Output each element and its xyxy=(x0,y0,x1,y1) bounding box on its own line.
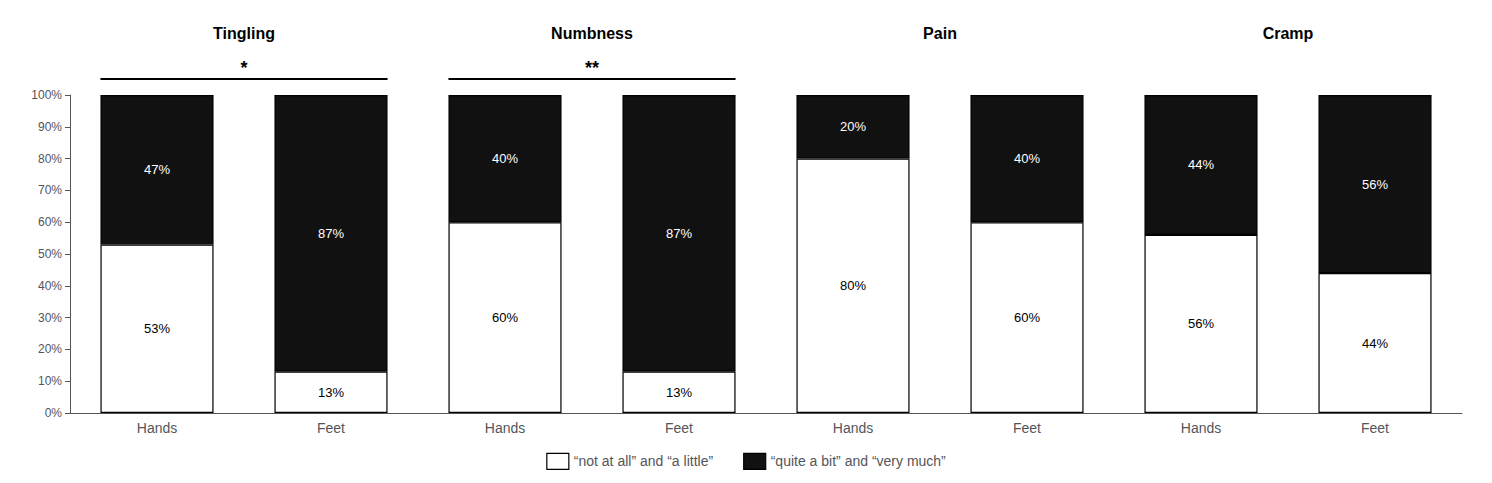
svg-text:13%: 13% xyxy=(666,385,692,400)
svg-text:Feet: Feet xyxy=(1361,420,1389,436)
svg-text:Hands: Hands xyxy=(485,420,525,436)
svg-text:44%: 44% xyxy=(1362,336,1388,351)
svg-text:Pain: Pain xyxy=(923,25,957,42)
svg-text:Cramp: Cramp xyxy=(1263,25,1314,42)
svg-text:87%: 87% xyxy=(666,226,692,241)
svg-text:100%: 100% xyxy=(31,88,62,102)
svg-text:30%: 30% xyxy=(38,311,62,325)
svg-text:10%: 10% xyxy=(38,374,62,388)
svg-text:80%: 80% xyxy=(840,278,866,293)
svg-text:Hands: Hands xyxy=(137,420,177,436)
svg-text:60%: 60% xyxy=(38,215,62,229)
svg-text:Feet: Feet xyxy=(317,420,345,436)
svg-text:87%: 87% xyxy=(318,226,344,241)
svg-text:Numbness: Numbness xyxy=(551,25,633,42)
svg-text:60%: 60% xyxy=(1014,310,1040,325)
svg-text:70%: 70% xyxy=(38,183,62,197)
svg-text:90%: 90% xyxy=(38,120,62,134)
svg-text:Hands: Hands xyxy=(833,420,873,436)
svg-text:40%: 40% xyxy=(492,151,518,166)
svg-text:Hands: Hands xyxy=(1181,420,1221,436)
svg-text:20%: 20% xyxy=(840,119,866,134)
svg-text:53%: 53% xyxy=(144,321,170,336)
svg-text:60%: 60% xyxy=(492,310,518,325)
svg-text:13%: 13% xyxy=(318,385,344,400)
svg-text:47%: 47% xyxy=(144,162,170,177)
svg-text:Tingling: Tingling xyxy=(213,25,275,42)
svg-text:50%: 50% xyxy=(38,247,62,261)
svg-text:20%: 20% xyxy=(38,342,62,356)
svg-text:80%: 80% xyxy=(38,152,62,166)
svg-text:40%: 40% xyxy=(38,279,62,293)
svg-text:Feet: Feet xyxy=(665,420,693,436)
svg-text:*: * xyxy=(240,58,247,78)
svg-text:“quite a bit” and “very much”: “quite a bit” and “very much” xyxy=(771,453,946,469)
svg-text:“not at all” and “a little”: “not at all” and “a little” xyxy=(574,453,714,469)
svg-text:44%: 44% xyxy=(1188,157,1214,172)
svg-text:56%: 56% xyxy=(1188,316,1214,331)
svg-text:40%: 40% xyxy=(1014,151,1040,166)
svg-text:56%: 56% xyxy=(1362,177,1388,192)
svg-text:0%: 0% xyxy=(45,406,63,420)
svg-text:**: ** xyxy=(585,58,599,78)
svg-text:Feet: Feet xyxy=(1013,420,1041,436)
